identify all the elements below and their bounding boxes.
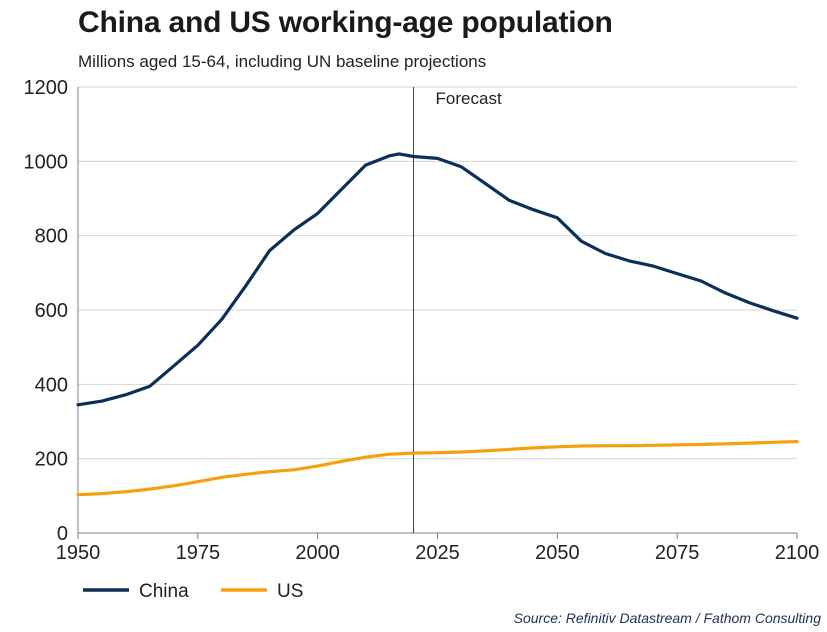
source-note: Source: Refinitiv Datastream / Fathom Co… xyxy=(513,610,821,626)
chart-subtitle: Millions aged 15-64, including UN baseli… xyxy=(78,52,487,71)
x-tick-label: 2025 xyxy=(415,542,460,564)
series-line-us xyxy=(76,440,799,497)
x-tick-label: 2050 xyxy=(535,542,580,564)
series-line-china xyxy=(76,152,799,407)
y-tick-label: 200 xyxy=(35,449,68,471)
y-tick-label: 1000 xyxy=(24,151,69,173)
y-tick-label: 0 xyxy=(57,523,68,545)
legend-label-china: China xyxy=(139,581,189,602)
forecast-label: Forecast xyxy=(436,89,502,108)
y-tick-label: 600 xyxy=(35,300,68,322)
x-tick-label: 2100 xyxy=(775,542,820,564)
x-tick-label: 2075 xyxy=(655,542,700,564)
x-tick-label: 1975 xyxy=(176,542,221,564)
x-tick-label: 2000 xyxy=(295,542,340,564)
y-tick-label: 400 xyxy=(35,374,68,396)
chart-title: China and US working-age population xyxy=(78,6,613,39)
x-tick-label: 1950 xyxy=(56,542,101,564)
y-tick-label: 1200 xyxy=(24,77,69,99)
legend-label-us: US xyxy=(277,581,303,602)
y-tick-label: 800 xyxy=(35,226,68,248)
